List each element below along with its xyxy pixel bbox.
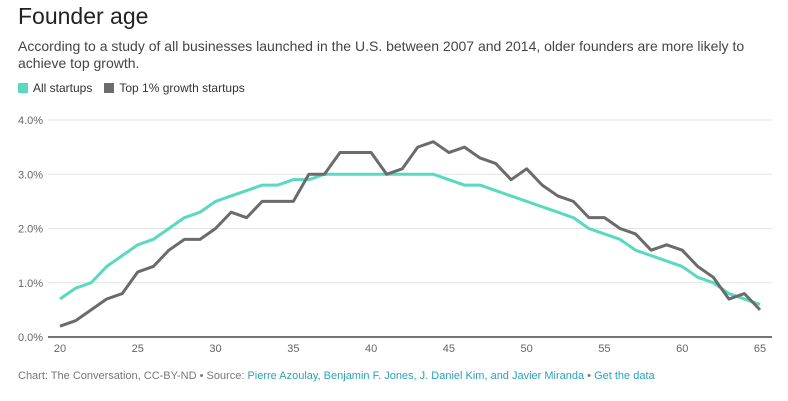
series-line-all-startups [59, 172, 761, 306]
chart-footer: Chart: The Conversation, CC-BY-ND • Sour… [18, 370, 655, 382]
x-tick-label: 20 [54, 343, 66, 355]
chart-title: Founder age [18, 3, 149, 29]
separator: • [584, 370, 595, 382]
x-tick-label: 30 [209, 343, 221, 355]
x-tick-label: 40 [365, 343, 377, 355]
y-tick-label: 0.0% [18, 332, 43, 344]
legend-label: Top 1% growth startups [119, 81, 245, 95]
legend-swatch [104, 83, 115, 93]
x-tick-label: 60 [676, 343, 688, 355]
chart-subtitle: According to a study of all businesses l… [18, 38, 745, 71]
x-tick-label: 65 [754, 343, 766, 355]
x-tick-label: 50 [521, 343, 533, 355]
legend-item-all-startups[interactable]: All startups [18, 81, 92, 95]
legend: All startups Top 1% growth startups [18, 81, 245, 95]
y-tick-label: 2.0% [18, 224, 43, 236]
x-tick-label: 55 [598, 343, 610, 355]
legend-swatch [18, 83, 28, 93]
y-tick-label: 3.0% [18, 169, 43, 181]
y-tick-label: 1.0% [18, 278, 43, 290]
x-tick-label: 35 [287, 343, 299, 355]
x-tick-label: 25 [132, 343, 144, 355]
source-link[interactable]: Pierre Azoulay, Benjamin F. Jones, J. Da… [247, 370, 585, 382]
y-tick-label: 4.0% [18, 115, 43, 127]
series-line-top-growth-startups [59, 140, 762, 328]
x-tick-label: 45 [443, 343, 455, 355]
credit-text: Chart: The Conversation, CC-BY-ND • Sour… [18, 370, 248, 382]
legend-item-top-growth[interactable]: Top 1% growth startups [104, 81, 245, 95]
get-data-link[interactable]: Get the data [594, 370, 655, 382]
legend-label: All startups [33, 81, 93, 95]
